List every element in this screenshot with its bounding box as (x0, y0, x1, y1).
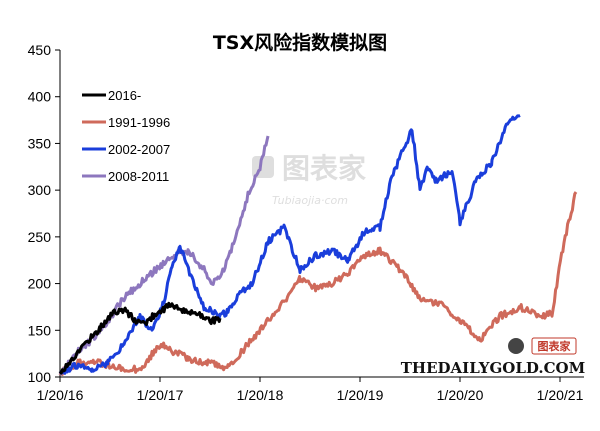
x-tick-label: 1/20/16 (37, 387, 84, 403)
x-axis-ticks: 1/20/16 1/20/17 1/20/18 1/20/19 1/20/20 1/20/… (37, 377, 584, 403)
legend-label: 2016- (108, 88, 141, 103)
watermark-center-subtext: Tubiaojia·com (272, 194, 348, 207)
legend-label: 2002-2007 (108, 142, 170, 157)
brand-avatar-icon (508, 338, 524, 354)
x-tick-label: 1/20/20 (437, 387, 484, 403)
brand-logo-box (531, 337, 577, 355)
brand-small-logo-text: 图表家 (538, 339, 572, 353)
series-line-2008-2011 (58, 135, 270, 376)
brand-text: THEDAILYGOLD.COM (401, 359, 585, 377)
series-layer (58, 114, 578, 376)
chart-title: TSX风险指数模拟图 (213, 31, 387, 54)
y-axis-ticks: 100 150 200 250 300 350 400 450 (28, 42, 60, 385)
legend-label: 2008-2011 (108, 169, 169, 184)
x-tick-label: 1/20/19 (337, 387, 384, 403)
legend-label: 1991-1996 (108, 115, 170, 130)
center-watermark: 图表家 Tubiaojia·com (252, 152, 366, 207)
y-tick-label: 200 (28, 276, 52, 292)
legend: 2016- 1991-1996 2002-2007 2008-2011 (82, 88, 170, 184)
y-tick-label: 150 (28, 322, 52, 338)
y-tick-label: 350 (28, 135, 52, 151)
series-line-1991-1996 (58, 191, 578, 376)
x-tick-label: 1/20/21 (537, 387, 584, 403)
x-tick-label: 1/20/18 (237, 387, 284, 403)
y-tick-label: 400 (28, 89, 52, 105)
y-tick-label: 250 (28, 229, 52, 245)
y-tick-label: 450 (28, 42, 52, 58)
y-tick-label: 100 (28, 369, 52, 385)
x-tick-label: 1/20/17 (137, 387, 184, 403)
series-line-2016- (58, 301, 222, 375)
watermark-center-text: 图表家 (282, 152, 366, 185)
y-tick-label: 300 (28, 182, 52, 198)
brand-mark: 图表家 THEDAILYGOLD.COM (401, 337, 585, 377)
